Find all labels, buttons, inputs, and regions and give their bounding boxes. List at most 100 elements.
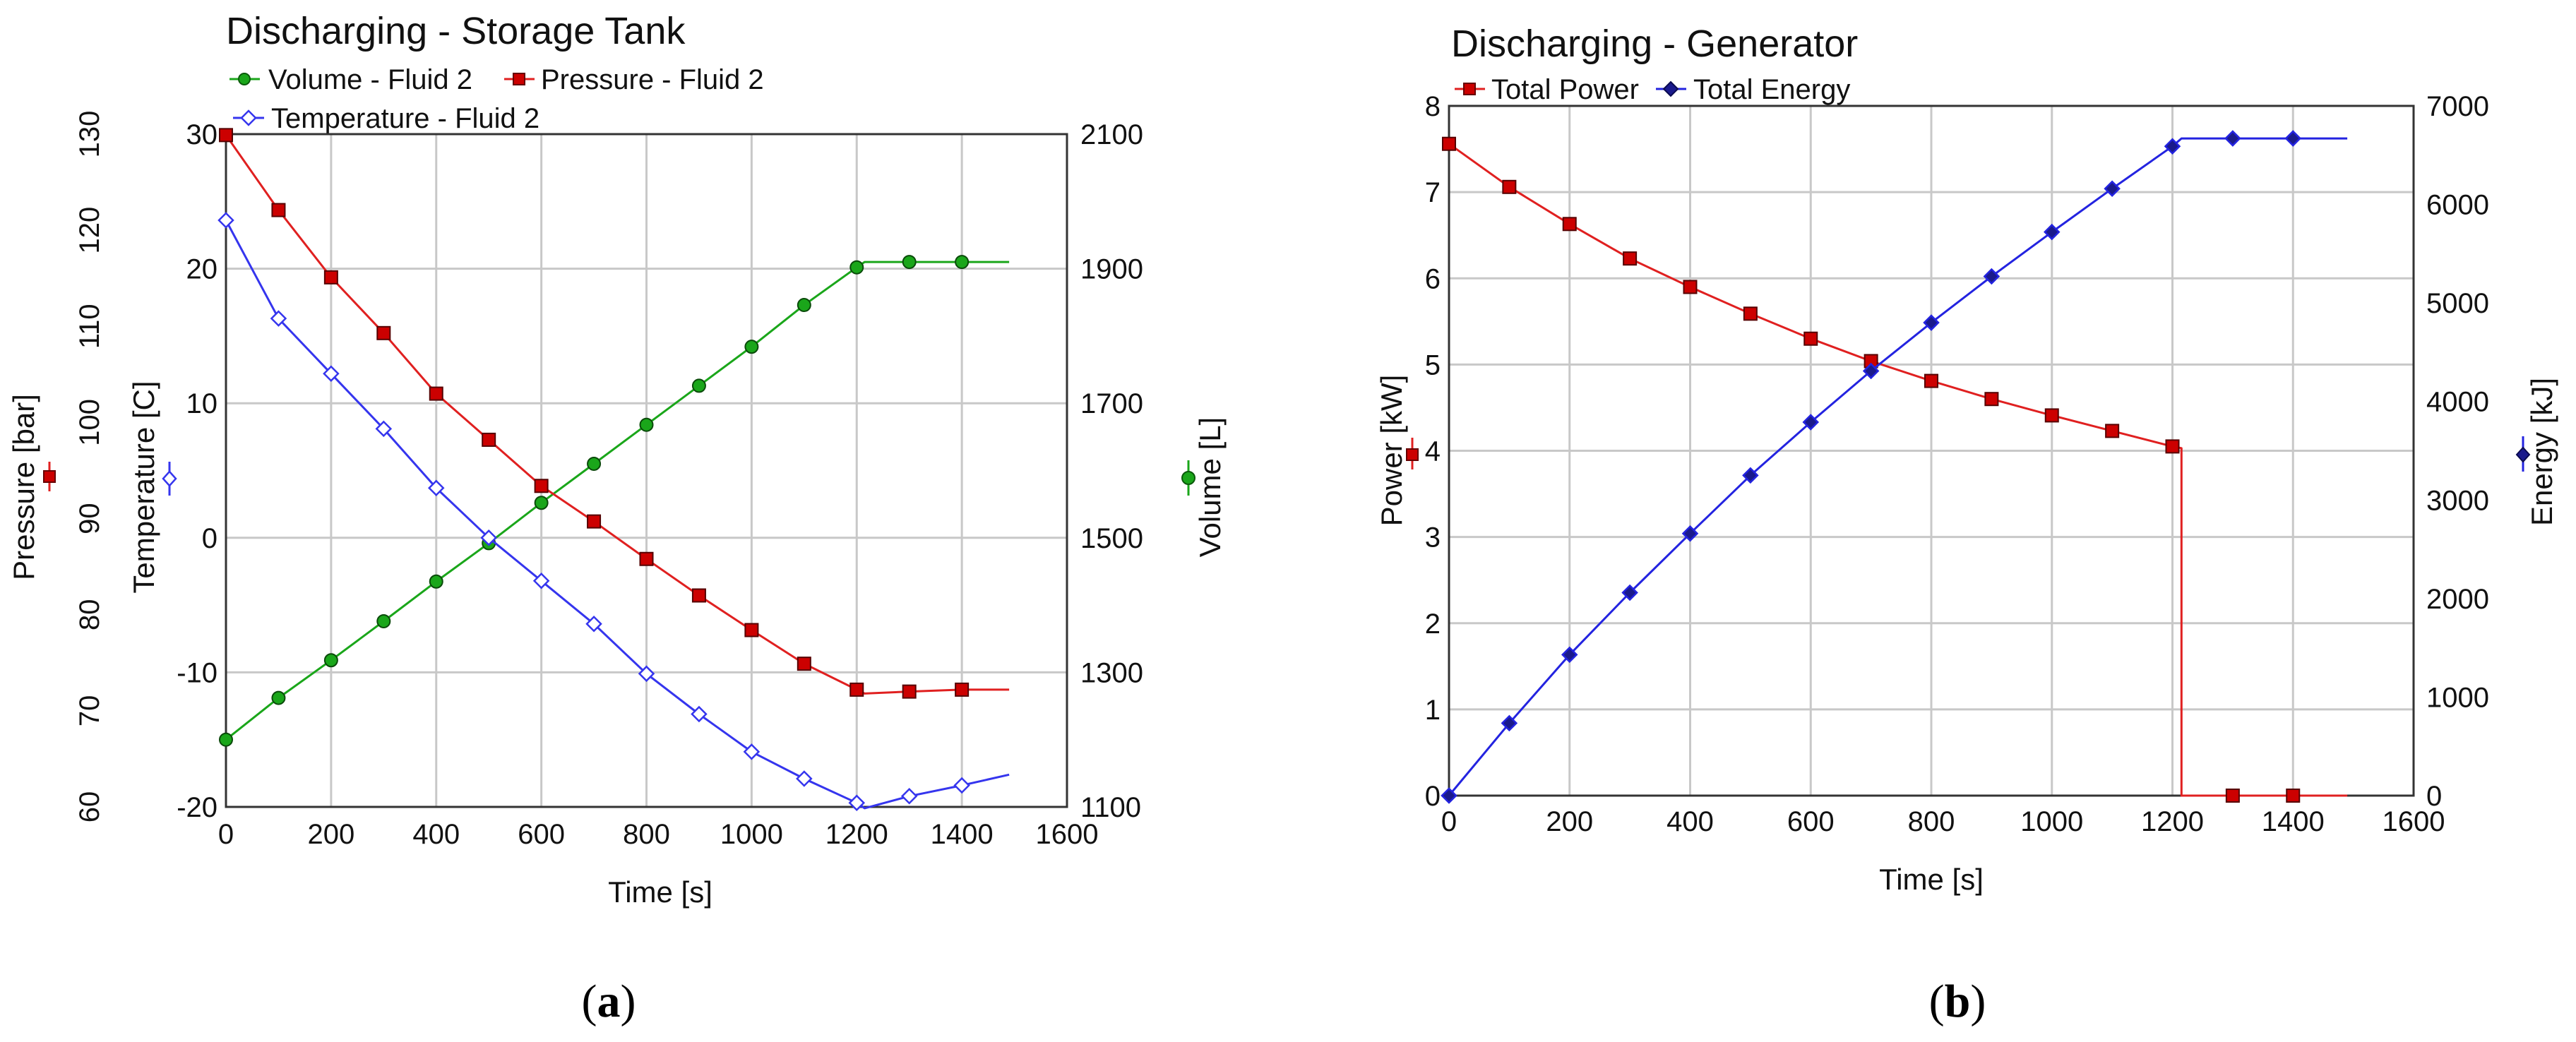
chart-a-storage-tank: Discharging - Storage Tank Volume - Flui… xyxy=(7,10,1227,1027)
chart-b-x-axis-label: Time [s] xyxy=(1879,863,1984,896)
data-point-temperature-fluid-2 xyxy=(217,212,234,229)
chart-a-volume-ticks: 1100 1300 1500 1700 1900 2100 xyxy=(1080,119,1143,823)
data-point-total-power xyxy=(1683,280,1698,294)
data-point-total-power xyxy=(1984,392,1999,407)
chart-b-gridlines xyxy=(1449,106,2414,796)
data-point-temperature-fluid-2 xyxy=(532,573,550,589)
legend-label-temperature: Temperature - Fluid 2 xyxy=(271,103,539,134)
chart-b-caption: (b) xyxy=(1929,976,1986,1027)
chart-a-gridlines xyxy=(226,134,1067,807)
chart-a-legend: Volume - Fluid 2 Pressure - Fluid 2 Temp… xyxy=(229,64,764,134)
chart-a-caption-letter: a xyxy=(597,976,621,1027)
x-tick-label: 600 xyxy=(518,819,565,850)
data-point-temperature-fluid-2 xyxy=(953,777,970,794)
chart-b-legend: Total Power Total Energy xyxy=(1455,74,1850,105)
data-point-total-energy xyxy=(1923,314,1940,331)
x-tick-label: 200 xyxy=(308,819,355,850)
data-point-temperature-fluid-2 xyxy=(743,743,761,760)
x-tick-label: 1200 xyxy=(2141,806,2204,837)
data-point-total-power xyxy=(2165,439,2180,454)
volume-axis-marker-icon xyxy=(1181,471,1195,485)
data-point-total-power xyxy=(2044,408,2059,423)
chart-b-power-ticks: 0 1 2 3 4 5 6 7 8 xyxy=(1425,91,1441,812)
power-tick-label: 0 xyxy=(1425,781,1441,812)
pressure-tick-label: 80 xyxy=(74,599,105,630)
x-tick-label: 1400 xyxy=(931,819,994,850)
series-line-volume-fluid-2 xyxy=(225,260,1010,741)
pressure-tick-label: 70 xyxy=(74,695,105,727)
data-point-total-energy xyxy=(1501,714,1518,732)
energy-tick-label: 0 xyxy=(2426,781,2442,812)
chart-a-temperature-ticks: -20 -10 0 10 20 30 xyxy=(177,119,217,823)
data-point-total-energy xyxy=(1681,525,1699,542)
data-point-total-energy xyxy=(1742,467,1759,484)
data-point-volume-fluid-2 xyxy=(691,378,706,393)
data-point-temperature-fluid-2 xyxy=(270,310,287,327)
legend-label-volume: Volume - Fluid 2 xyxy=(268,64,472,95)
temperature-tick-label: -20 xyxy=(177,792,217,823)
x-tick-label: 200 xyxy=(1546,806,1593,837)
series-line-total-power xyxy=(1448,143,2348,797)
x-tick-label: 1400 xyxy=(2262,806,2325,837)
chart-b-energy-axis-label: Energy [kJ] xyxy=(2525,378,2558,526)
legend-item-total-energy: Total Energy xyxy=(1656,74,1850,105)
data-point-volume-fluid-2 xyxy=(534,496,549,510)
series-line-temperature-fluid-2 xyxy=(225,220,1010,810)
pressure-tick-label: 110 xyxy=(74,304,105,349)
chart-b-x-ticks: 0 200 400 600 800 1000 1200 1400 1600 xyxy=(1441,806,2445,837)
data-point-temperature-fluid-2 xyxy=(427,479,445,497)
data-point-temperature-fluid-2 xyxy=(796,770,813,787)
data-point-volume-fluid-2 xyxy=(639,417,654,432)
chart-b-power-axis-label: Power [kW] xyxy=(1375,375,1408,527)
x-tick-label: 1600 xyxy=(1036,819,1099,850)
chart-a-temperature-axis-label: Temperature [C] xyxy=(127,381,160,593)
data-point-temperature-fluid-2 xyxy=(480,529,497,546)
temperature-tick-label: 0 xyxy=(202,523,217,554)
data-point-pressure-fluid-2 xyxy=(323,270,338,285)
data-point-temperature-fluid-2 xyxy=(638,665,655,683)
chart-a-pressure-axis-label-group: Pressure [bar] xyxy=(7,394,56,580)
data-point-pressure-fluid-2 xyxy=(797,657,811,671)
energy-tick-label: 4000 xyxy=(2426,387,2489,418)
data-point-total-power xyxy=(2225,789,2240,803)
data-point-volume-fluid-2 xyxy=(902,255,917,270)
chart-a-caption: (a) xyxy=(582,976,636,1027)
data-point-total-energy xyxy=(1441,787,1457,804)
data-point-pressure-fluid-2 xyxy=(482,432,496,447)
x-tick-label: 600 xyxy=(1787,806,1835,837)
chart-a-pressure-axis-label: Pressure [bar] xyxy=(7,394,40,580)
temperature-tick-label: 20 xyxy=(186,254,218,285)
energy-tick-label: 5000 xyxy=(2426,288,2489,319)
x-tick-label: 400 xyxy=(412,819,460,850)
temperature-tick-label: 10 xyxy=(186,388,218,419)
power-tick-label: 7 xyxy=(1425,177,1441,208)
x-tick-label: 1200 xyxy=(825,819,888,850)
x-tick-label: 400 xyxy=(1666,806,1714,837)
data-point-total-energy xyxy=(1561,646,1578,664)
pressure-tick-label: 120 xyxy=(74,207,105,254)
chart-b-energy-ticks: 0 1000 2000 3000 4000 5000 6000 7000 xyxy=(2426,91,2489,812)
energy-tick-label: 2000 xyxy=(2426,584,2489,615)
chart-b-generator: Discharging - Generator Total Power Tota… xyxy=(1375,23,2558,1027)
data-point-volume-fluid-2 xyxy=(587,456,602,471)
chart-b-caption-letter: b xyxy=(1945,976,1971,1027)
chart-a-temperature-axis-label-group: Temperature [C] xyxy=(127,381,177,594)
data-point-total-power xyxy=(1562,217,1577,232)
data-point-total-power xyxy=(1924,373,1938,388)
chart-a-volume-axis-label-group: Volume [L] xyxy=(1181,417,1227,557)
pressure-tick-label: 100 xyxy=(74,399,105,446)
data-point-pressure-fluid-2 xyxy=(902,684,917,699)
data-point-volume-fluid-2 xyxy=(797,298,811,313)
energy-axis-marker-icon xyxy=(2515,446,2531,463)
chart-b-series xyxy=(1441,130,2348,804)
data-point-total-power xyxy=(1743,306,1758,321)
data-point-pressure-fluid-2 xyxy=(587,514,602,529)
data-point-total-energy xyxy=(2224,130,2241,147)
chart-a-plot-frame xyxy=(225,133,1068,808)
volume-tick-label: 1100 xyxy=(1080,792,1141,823)
pressure-axis-marker-icon xyxy=(43,470,56,483)
data-point-pressure-fluid-2 xyxy=(955,682,970,697)
x-tick-label: 0 xyxy=(1441,806,1457,837)
x-tick-label: 0 xyxy=(218,819,234,850)
